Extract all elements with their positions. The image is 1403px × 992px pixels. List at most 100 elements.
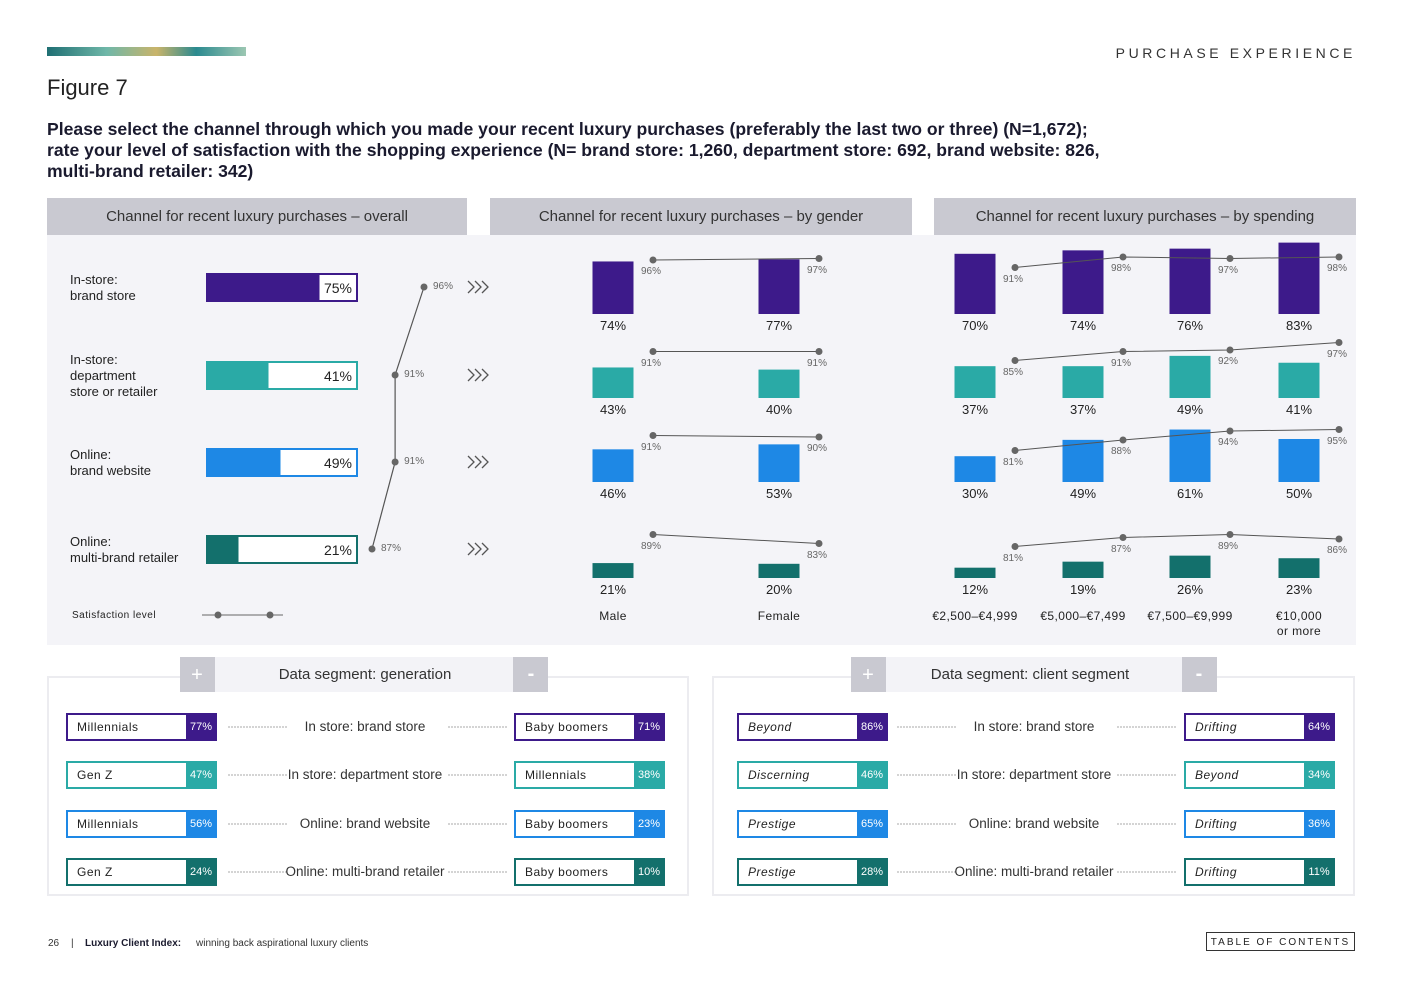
- segment-name: Gen Z: [77, 865, 113, 879]
- bar: [207, 449, 281, 476]
- satisfaction-dot: [368, 545, 376, 553]
- channel-label: In-store: brand store: [70, 272, 136, 303]
- tag-value-bg: [634, 714, 664, 740]
- bar: [207, 362, 269, 389]
- value-label: 21%: [323, 542, 352, 558]
- segment-value: 47%: [189, 769, 213, 781]
- value-label: 50%: [1285, 486, 1313, 501]
- tag-value-bg: [186, 762, 216, 788]
- tag-value-bg: [1304, 811, 1334, 837]
- satisfaction-label: 87%: [381, 543, 402, 554]
- expand-label[interactable]: +: [191, 664, 203, 686]
- footer-separator: |: [71, 938, 74, 949]
- bar: [758, 259, 800, 314]
- bar: [758, 563, 800, 578]
- value-label: 37%: [1069, 402, 1097, 417]
- segment-value: 36%: [1307, 818, 1331, 830]
- bar: [207, 536, 239, 563]
- satisfaction-dot: [1335, 535, 1343, 543]
- segment-name: Baby boomers: [525, 817, 609, 831]
- segment-name: Gen Z: [77, 768, 113, 782]
- group-label: €2,500–€4,999: [932, 609, 1018, 623]
- value-label: 74%: [1069, 318, 1097, 333]
- segment-name: Beyond: [748, 720, 792, 734]
- bar: [954, 567, 996, 578]
- satisfaction-label: 92%: [1217, 356, 1239, 367]
- satisfaction-line: [652, 435, 820, 438]
- segment-value: 71%: [637, 721, 661, 733]
- expand-button[interactable]: [180, 657, 215, 692]
- satisfaction-line: [1014, 342, 1340, 361]
- value-label: 43%: [599, 402, 627, 417]
- value-label: 26%: [1176, 582, 1204, 597]
- satisfaction-dot: [1226, 255, 1234, 262]
- satisfaction-label: 91%: [404, 369, 425, 380]
- bar: [1062, 366, 1104, 398]
- satisfaction-dot: [649, 348, 657, 355]
- panel-title: Channel for recent luxury purchases – by…: [975, 208, 1315, 225]
- satisfaction-label: 97%: [1326, 348, 1348, 360]
- publication-subtitle: winning back aspirational luxury clients: [196, 938, 369, 949]
- chevron: [481, 280, 489, 294]
- collapse-button[interactable]: [1182, 657, 1217, 692]
- segment-name: Prestige: [748, 865, 797, 879]
- chevron: [474, 368, 482, 382]
- chevron: [467, 280, 475, 294]
- satisfaction-dot: [1335, 426, 1343, 433]
- segment-value: 86%: [860, 721, 884, 733]
- expand-label[interactable]: +: [862, 664, 874, 686]
- legend-dot: [266, 611, 274, 619]
- value-label: 41%: [323, 368, 352, 384]
- channel-label: In-store: department store or retailer: [70, 352, 158, 399]
- chevron: [467, 455, 475, 469]
- bar: [592, 449, 634, 482]
- value-label: 41%: [1285, 402, 1313, 417]
- segment-value: 28%: [860, 866, 884, 878]
- question-line: rate your level of satisfaction with the…: [47, 140, 1100, 160]
- satisfaction-line: [1014, 533, 1340, 547]
- segment-name: Beyond: [1195, 768, 1239, 782]
- value-label: 74%: [599, 318, 627, 333]
- bar: [1062, 439, 1104, 482]
- tag-value-bg: [857, 714, 887, 740]
- chevron: [481, 542, 489, 556]
- satisfaction-label: 96%: [640, 266, 662, 277]
- collapse-label[interactable]: -: [527, 663, 535, 685]
- group-label: €7,500–€9,999: [1147, 609, 1233, 623]
- satisfaction-label: 81%: [1002, 552, 1024, 564]
- bar: [1062, 561, 1104, 578]
- satisfaction-dot: [1119, 348, 1127, 355]
- bar: [592, 563, 634, 578]
- collapse-label[interactable]: -: [1195, 663, 1203, 685]
- satisfaction-label: 90%: [806, 443, 828, 454]
- segment-name: Millennials: [77, 817, 139, 831]
- value-label: 21%: [599, 582, 627, 597]
- tag-value-bg: [857, 859, 887, 885]
- chevron: [467, 542, 475, 556]
- value-label: 76%: [1176, 318, 1204, 333]
- segment-channel: In store: department store: [956, 767, 1112, 782]
- bar: [954, 253, 996, 314]
- satisfaction-line: [652, 534, 820, 544]
- satisfaction-label: 83%: [806, 549, 828, 561]
- segment-value: 56%: [189, 818, 213, 830]
- section-title: PURCHASE EXPERIENCE: [1115, 45, 1356, 61]
- satisfaction-dot: [1011, 264, 1019, 271]
- satisfaction-dot: [1335, 339, 1343, 346]
- decorative-strip: [47, 47, 246, 56]
- satisfaction-label: 91%: [1002, 273, 1024, 285]
- channel-label: Online: brand website: [70, 447, 151, 478]
- panel-header: [47, 198, 467, 235]
- question-line: Please select the channel through which …: [47, 119, 1088, 139]
- toc-button[interactable]: TABLE OF CONTENTS: [1206, 932, 1355, 951]
- satisfaction-label: 87%: [1110, 543, 1132, 555]
- segment-channel: Online: multi-brand retailer: [954, 864, 1114, 879]
- satisfaction-dot: [815, 540, 823, 547]
- expand-button[interactable]: [851, 657, 886, 692]
- tag-value-bg: [634, 811, 664, 837]
- satisfaction-dot: [815, 255, 823, 262]
- chevron: [481, 455, 489, 469]
- collapse-button[interactable]: [513, 657, 548, 692]
- satisfaction-dot: [815, 433, 823, 441]
- value-label: 49%: [323, 455, 352, 471]
